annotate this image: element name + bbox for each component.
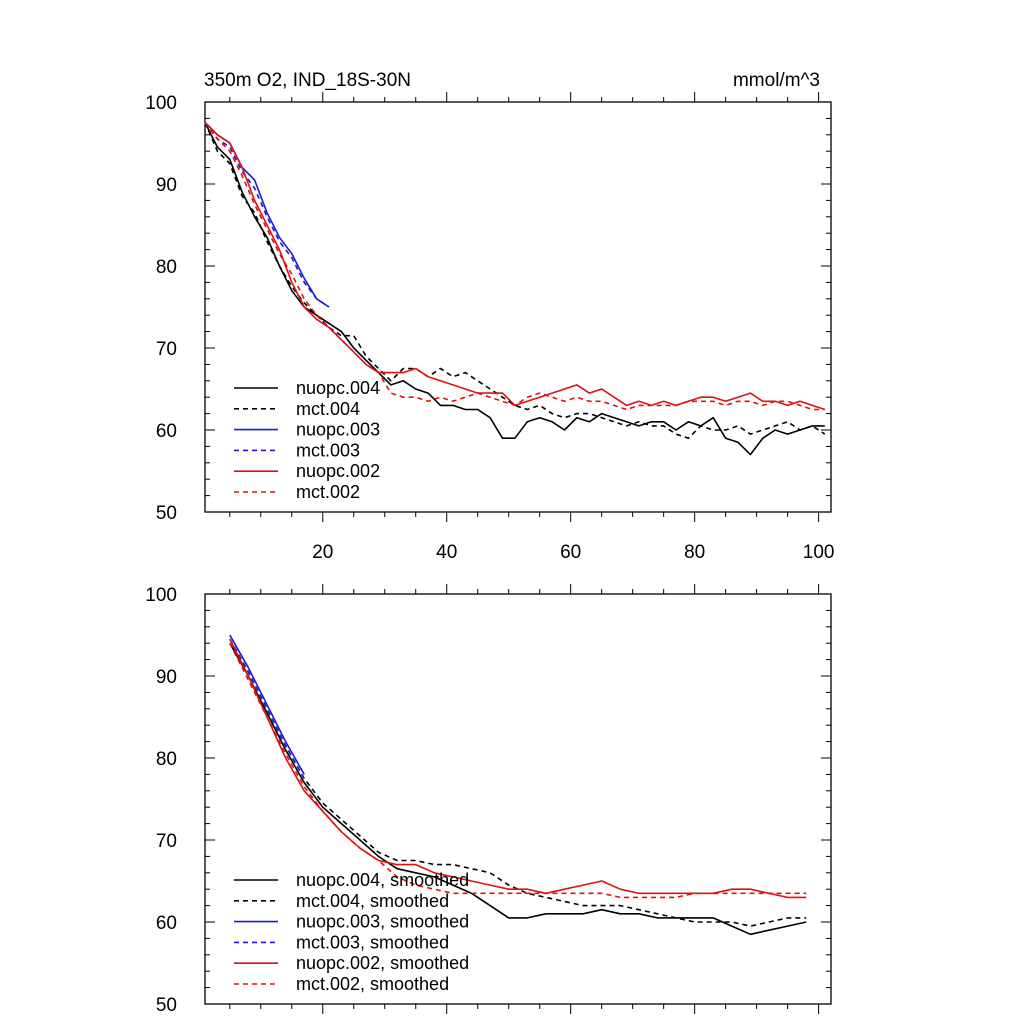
panel1-legend-label-1: nuopc.004 xyxy=(296,378,380,398)
panel1-legend-label-2: mct.004 xyxy=(296,399,360,419)
panel1-series-line-3 xyxy=(204,121,330,308)
panel2-legend-label-6: mct.002, smoothed xyxy=(296,974,449,994)
panel2-series-line-5 xyxy=(229,638,807,899)
panel1-legend-label-4: mct.003 xyxy=(296,440,360,460)
panel2-series-line-6 xyxy=(229,642,807,899)
panel1-legend-label-3: nuopc.003 xyxy=(296,420,380,440)
panel2-y-tick-label: 90 xyxy=(156,667,177,688)
panel1-y-tick-label: 70 xyxy=(156,339,177,360)
panel1-legend-label-5: nuopc.002 xyxy=(296,461,380,481)
chart-title-left: 350m O2, IND_18S-30N xyxy=(204,70,411,91)
panel1-y-tick-label: 60 xyxy=(156,421,177,442)
panel1-y-tick-label: 90 xyxy=(156,175,177,196)
panel1-x-tick-label: 80 xyxy=(684,542,705,563)
panel2-legend-label-3: nuopc.003, smoothed xyxy=(296,912,469,932)
panel2-series-line-1 xyxy=(229,642,807,936)
panel1-y-tick-label: 80 xyxy=(156,257,177,278)
panel2-y-tick-label: 60 xyxy=(156,913,177,934)
panel2-series-line-3 xyxy=(229,634,305,775)
panel1-series-line-6 xyxy=(204,122,825,411)
panel2-y-tick-label: 70 xyxy=(156,831,177,852)
panel2-legend-label-5: nuopc.002, smoothed xyxy=(296,953,469,973)
panel2-series-line-2 xyxy=(229,638,807,927)
panel2-y-tick-label: 100 xyxy=(145,585,177,606)
panel2-legend-label-2: mct.004, smoothed xyxy=(296,891,449,911)
panel1-legend-label-6: mct.002 xyxy=(296,482,360,502)
panel2-y-tick-label: 50 xyxy=(156,995,177,1016)
panel1-x-tick-label: 100 xyxy=(803,542,835,563)
panel1-y-tick-label: 50 xyxy=(156,503,177,524)
panel1-plot-frame xyxy=(204,101,832,513)
panel1-series-line-4 xyxy=(204,122,330,308)
panel2-legend-label-4: mct.003, smoothed xyxy=(296,932,449,952)
chart-units-label: mmol/m^3 xyxy=(733,70,820,91)
panel1-x-tick-label: 60 xyxy=(560,542,581,563)
panel2-plot-frame xyxy=(204,593,832,1005)
panel1-series-line-1 xyxy=(204,122,825,456)
panel2-y-tick-label: 80 xyxy=(156,749,177,770)
panel1-y-tick-label: 100 xyxy=(145,93,177,114)
panel1-x-tick-label: 40 xyxy=(436,542,457,563)
panel1-x-tick-label: 20 xyxy=(312,542,333,563)
panel2-legend-label-1: nuopc.004, smoothed xyxy=(296,870,469,890)
